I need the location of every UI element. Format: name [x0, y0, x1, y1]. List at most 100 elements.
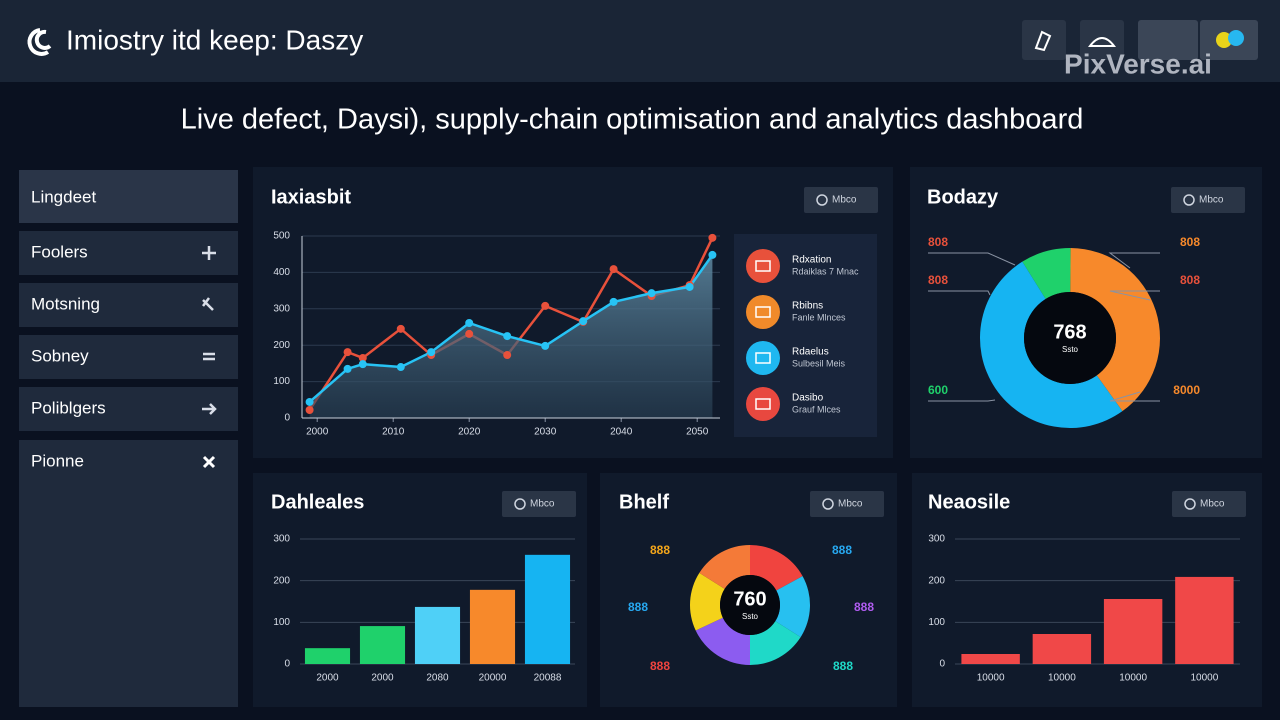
leader-line [928, 290, 991, 296]
button-icon [514, 498, 526, 510]
header-icons [1022, 20, 1258, 60]
center-sublabel: Ssto [1062, 345, 1079, 354]
x-tick-label: 2020 [458, 427, 481, 438]
point [396, 324, 405, 333]
point [541, 341, 550, 350]
icon [1216, 32, 1232, 48]
panel-button[interactable] [1171, 187, 1245, 213]
nav-item[interactable] [19, 231, 238, 275]
x-tick-label: 10000 [977, 673, 1005, 684]
icon-button[interactable] [1022, 20, 1066, 60]
center-sublabel: Ssto [742, 612, 759, 621]
subtitle: Live defect, Daysi), supply-chain optimi… [181, 104, 1084, 136]
annotation: 808 [1180, 235, 1200, 249]
slice [750, 545, 803, 591]
x-tick-label: 2010 [382, 427, 405, 438]
leader-line [928, 252, 1016, 266]
bar [961, 654, 1020, 664]
button-label: Mbco [1199, 195, 1224, 206]
point [427, 348, 436, 357]
slice [980, 261, 1123, 428]
y-tick-label: 100 [273, 376, 290, 387]
nav-item[interactable] [19, 440, 238, 707]
bar [1103, 599, 1163, 664]
y-tick-label: 500 [273, 231, 290, 242]
y-tick-label: 100 [273, 617, 290, 628]
annotation: 888 [854, 600, 874, 614]
bar [304, 648, 351, 664]
legend-swatch [746, 341, 780, 375]
y-tick-label: 300 [273, 534, 290, 545]
x-tick-label: 20088 [534, 673, 562, 684]
donut-hole [720, 575, 780, 635]
x-tick-label: 2080 [426, 673, 449, 684]
donut-hole [1024, 292, 1116, 384]
panel-title: Bodazy [927, 186, 999, 208]
legend-swatch [746, 249, 780, 283]
x-tick-label: 10000 [1048, 673, 1076, 684]
bar [359, 626, 406, 664]
panel-title: Neaosile [928, 491, 1010, 513]
nav-icon [202, 403, 217, 415]
y-tick-label: 200 [273, 575, 290, 586]
icon [1034, 30, 1052, 52]
y-tick-label: 100 [928, 617, 945, 628]
button-icon [816, 194, 828, 206]
leader-line [1108, 252, 1160, 269]
button-label: Mbco [530, 499, 555, 510]
point [708, 250, 717, 259]
nav-label: Pionne [31, 451, 84, 470]
annotation: 888 [650, 659, 670, 673]
button-icon [822, 498, 834, 510]
annotation: 808 [1180, 273, 1200, 287]
legend-swatch [746, 295, 780, 329]
panel-button[interactable] [804, 187, 878, 213]
x-tick-label: 10000 [1190, 673, 1218, 684]
point [647, 289, 656, 298]
y-tick-label: 0 [939, 659, 945, 670]
nav-item[interactable] [19, 283, 238, 327]
button-label: Mbco [838, 499, 863, 510]
point [465, 318, 474, 327]
nav-label: Lingdeet [31, 187, 97, 206]
panel-button[interactable] [1172, 491, 1246, 517]
legend-detail: Sulbesil Meis [792, 358, 846, 368]
nav-item[interactable] [19, 170, 238, 223]
point [541, 301, 550, 310]
x-tick-label: 2030 [534, 427, 557, 438]
legend-label: Dasibo [792, 393, 824, 404]
panel-title: Iaxiasbit [271, 186, 351, 208]
y-tick-label: 0 [284, 659, 290, 670]
nav-item[interactable] [19, 335, 238, 379]
slice [750, 621, 801, 665]
panel-title: Dahleales [271, 491, 364, 513]
slice [690, 572, 725, 631]
legend-label: Rbibns [792, 301, 823, 312]
center-label: 760 [733, 588, 766, 610]
button-icon [1183, 194, 1195, 206]
y-tick-label: 300 [928, 534, 945, 545]
app-title: Imiostry itd keep: Daszy [66, 24, 363, 55]
y-tick-label: 200 [273, 340, 290, 351]
button-label: Mbco [832, 195, 857, 206]
bar [414, 606, 461, 664]
nav-label: Sobney [31, 346, 89, 365]
point [358, 353, 367, 362]
x-tick-label: 10000 [1119, 673, 1147, 684]
legend-swatch [746, 387, 780, 421]
annotation: 600 [928, 383, 948, 397]
panel-button[interactable] [502, 491, 576, 517]
nav-item[interactable] [19, 387, 238, 431]
point [358, 360, 367, 369]
point [609, 297, 618, 306]
point [396, 363, 405, 372]
point [465, 329, 474, 338]
icon-button[interactable] [1138, 20, 1198, 60]
panel-button[interactable] [810, 491, 884, 517]
icon-button[interactable] [1080, 20, 1124, 60]
y-tick-label: 400 [273, 267, 290, 278]
watermark: PixVerse.ai [1064, 48, 1212, 79]
nav-label: Poliblgers [31, 398, 106, 417]
